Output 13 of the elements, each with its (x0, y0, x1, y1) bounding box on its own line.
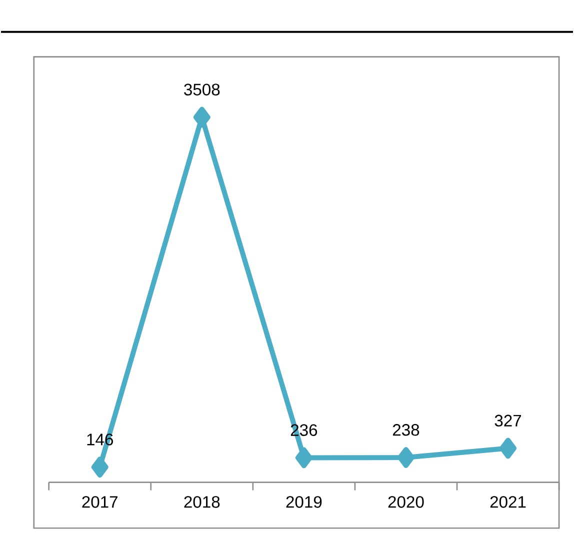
point (398, 447, 414, 468)
point (295, 447, 312, 468)
x-tick-label: 2019 (286, 496, 322, 508)
x-tick-label: 2020 (388, 496, 424, 508)
data-label: 327 (494, 414, 522, 427)
data-label: 238 (392, 424, 420, 436)
x-tick-label: 2021 (490, 496, 526, 508)
x-tick-label: 2018 (184, 496, 220, 508)
data-label: 3508 (184, 84, 220, 96)
point (500, 438, 516, 459)
point (91, 456, 108, 478)
x-tick-label: 2017 (82, 496, 118, 508)
point (193, 106, 210, 128)
